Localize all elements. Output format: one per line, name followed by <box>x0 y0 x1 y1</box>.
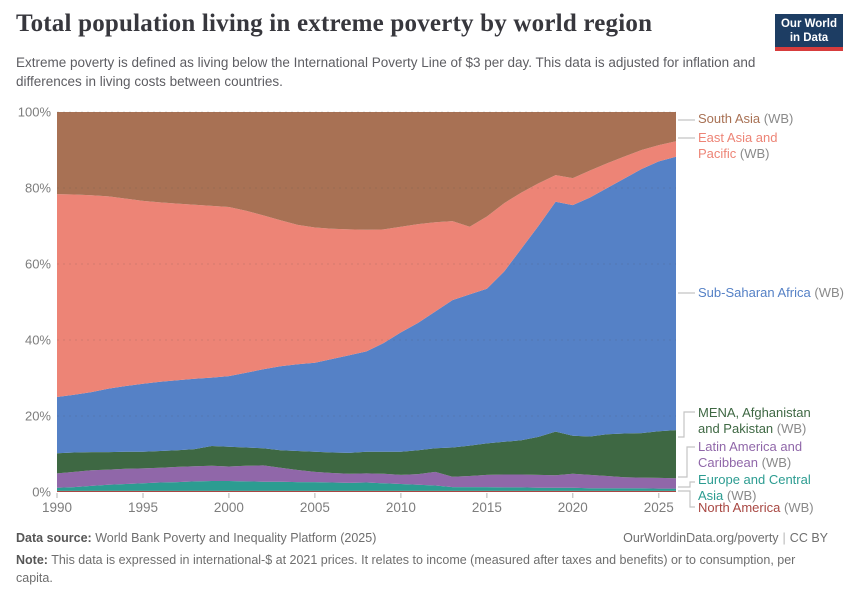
legend-item-sub-saharan-africa[interactable]: Sub-Saharan Africa (WB) <box>698 285 844 301</box>
license-link[interactable]: CC BY <box>789 531 828 545</box>
x-axis-label-1990: 1990 <box>42 500 72 515</box>
footer-links: OurWorldinData.org/poverty | CC BY <box>623 531 828 545</box>
owid-logo[interactable]: Our World in Data <box>775 14 843 51</box>
x-axis-label-2015: 2015 <box>472 500 502 515</box>
y-axis-label-0: 0% <box>32 485 51 500</box>
area-latin-america-and-caribbean-wb[interactable] <box>57 465 676 489</box>
footer-note: Note: This data is expressed in internat… <box>16 551 828 587</box>
area-mena-afghanistan-and-pakistan-wb[interactable] <box>57 430 676 479</box>
legend-suffix: (WB) <box>763 111 794 126</box>
legend-suffix: (WB) <box>761 455 792 470</box>
legend-item-south-asia[interactable]: South Asia (WB) <box>698 111 793 127</box>
x-axis-label-2020: 2020 <box>558 500 588 515</box>
chart-footer: Data source: World Bank Poverty and Ineq… <box>16 531 828 587</box>
y-axis-label-40: 40% <box>25 333 51 348</box>
x-axis-label-2000: 2000 <box>214 500 244 515</box>
legend-connector-6 <box>678 490 695 508</box>
legend-item-latin-america-and-caribbean[interactable]: Latin America and Caribbean (WB) <box>698 439 820 471</box>
legend-label: Sub-Saharan Africa <box>698 285 815 300</box>
legend-label: MENA, Afghanistan and Pakistan <box>698 405 811 436</box>
area-europe-and-central-asia-wb[interactable] <box>57 481 676 491</box>
legend-label: North America <box>698 500 784 515</box>
legend-label: East Asia and Pacific <box>698 130 778 161</box>
legend-label: Latin America and Caribbean <box>698 439 803 470</box>
page-title: Total population living in extreme pover… <box>16 10 653 37</box>
logo-line-2: in Data <box>789 31 829 44</box>
y-axis-label-60: 60% <box>25 257 51 272</box>
x-axis-label-2005: 2005 <box>300 500 330 515</box>
legend-suffix: (WB) <box>814 285 844 300</box>
y-axis-label-80: 80% <box>25 181 51 196</box>
x-axis-label-2010: 2010 <box>386 500 416 515</box>
note-text: This data is expressed in international-… <box>16 553 796 586</box>
legend-connector-4 <box>678 446 695 478</box>
legend-suffix: (WB) <box>783 500 814 515</box>
x-axis-label-1995: 1995 <box>128 500 158 515</box>
logo-line-1: Our World <box>780 18 837 30</box>
y-axis-label-100: 100% <box>18 105 52 120</box>
area-south-asia-wb[interactable] <box>57 112 676 230</box>
data-source-value: World Bank Poverty and Inequality Platfo… <box>95 531 377 545</box>
note-label: Note: <box>16 553 48 567</box>
y-axis-label-20: 20% <box>25 409 51 424</box>
legend-item-north-america[interactable]: North America (WB) <box>698 500 814 516</box>
owid-poverty-link[interactable]: OurWorldinData.org/poverty <box>623 531 779 545</box>
data-source-line: Data source: World Bank Poverty and Ineq… <box>16 531 376 545</box>
legend-item-europe-and-central-asia[interactable]: Europe and Central Asia (WB) <box>698 472 818 504</box>
legend-suffix: (WB) <box>739 146 770 161</box>
area-east-asia-and-pacific-wb[interactable] <box>57 141 676 397</box>
legend-label: South Asia <box>698 111 764 126</box>
legend-item-east-asia-and-pacific[interactable]: East Asia and Pacific (WB) <box>698 130 810 162</box>
footer-separator: | <box>782 531 786 545</box>
chart-subtitle: Extreme poverty is defined as living bel… <box>16 55 756 90</box>
legend-suffix: (WB) <box>776 421 807 436</box>
x-axis-label-2025: 2025 <box>644 500 674 515</box>
legend-connector-3 <box>678 411 695 438</box>
legend-label: Europe and Central Asia <box>698 472 811 503</box>
area-sub-saharan-africa-wb[interactable] <box>57 156 676 454</box>
area-north-america-wb[interactable] <box>57 490 676 492</box>
data-source-label: Data source: <box>16 531 92 545</box>
legend-connector-5 <box>678 481 695 488</box>
legend-suffix: (WB) <box>726 488 757 503</box>
legend-item-mena-afghanistan-and-pakistan[interactable]: MENA, Afghanistan and Pakistan (WB) <box>698 405 820 437</box>
